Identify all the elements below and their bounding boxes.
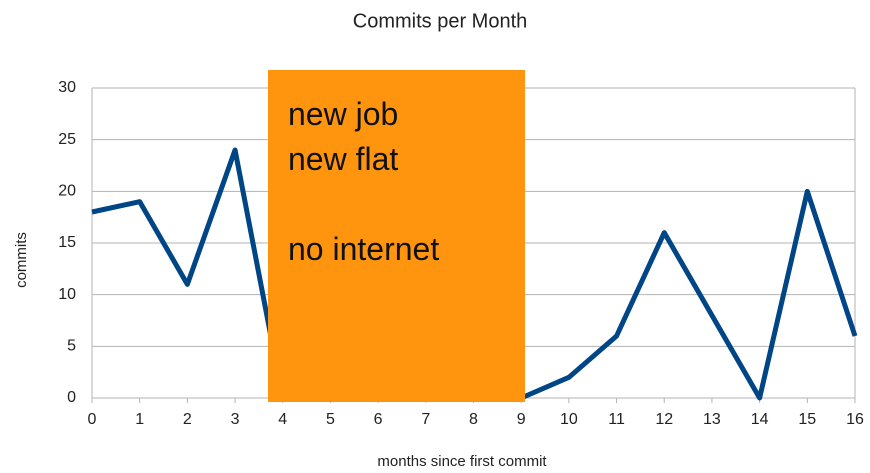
x-tick-label: 7: [421, 411, 430, 428]
x-tick-label: 1: [135, 411, 144, 428]
x-tick-label: 15: [798, 411, 816, 428]
annotation-text: new job: [288, 96, 398, 132]
y-tick-label: 5: [67, 338, 76, 355]
y-tick-label: 10: [58, 286, 76, 303]
x-tick-label: 11: [608, 411, 625, 428]
y-tick-label: 30: [58, 79, 76, 96]
x-tick-label: 10: [560, 411, 578, 428]
x-tick-label: 12: [655, 411, 673, 428]
x-tick-label: 3: [231, 411, 240, 428]
x-tick-label: 13: [703, 411, 721, 428]
x-tick-label: 14: [751, 411, 769, 428]
x-tick-label: 6: [374, 411, 383, 428]
x-tick-label: 8: [469, 411, 478, 428]
x-tick-label: 0: [88, 411, 97, 428]
annotation-text: no internet: [288, 231, 439, 267]
x-tick-label: 9: [517, 411, 526, 428]
x-tick-label: 2: [183, 411, 192, 428]
y-tick-label: 0: [67, 389, 76, 406]
x-tick-label: 4: [278, 411, 287, 428]
chart-title: Commits per Month: [353, 10, 528, 32]
annotation-text: new flat: [288, 141, 398, 177]
x-axis-label: months since first commit: [377, 453, 547, 470]
y-tick-label: 25: [58, 131, 76, 148]
y-tick-label: 20: [58, 183, 76, 200]
y-axis-label: commits: [13, 232, 30, 288]
y-tick-label: 15: [58, 234, 76, 251]
x-tick-label: 5: [326, 411, 335, 428]
annotation-box: [268, 70, 525, 402]
x-tick-label: 16: [846, 411, 864, 428]
